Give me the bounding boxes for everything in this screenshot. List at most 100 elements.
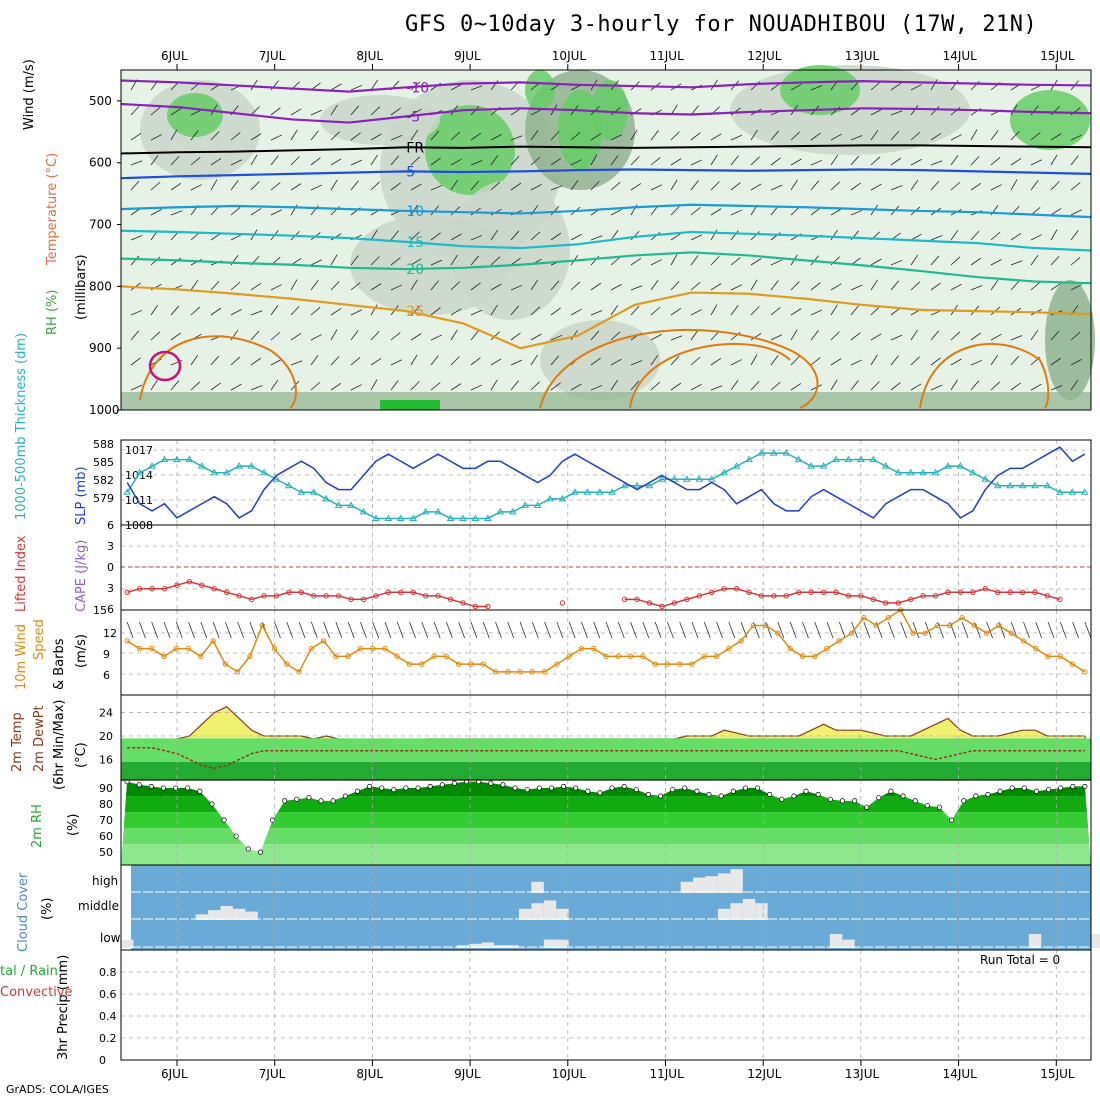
upper-wind-barb: [1010, 280, 1020, 291]
rh-point: [415, 785, 421, 791]
upper-wind-barb: [1030, 383, 1042, 391]
upper-wind-barb: [1030, 255, 1039, 266]
rh-point: [488, 780, 494, 786]
upper-wind-barb: [390, 380, 399, 391]
wind-speed-line-point: [320, 638, 327, 644]
rh-band-3: [121, 796, 1091, 813]
temp-contour: [120, 285, 1092, 350]
upper-wind-barb: [870, 109, 882, 116]
upper-wind-barb: [230, 159, 242, 166]
precip-tick-label: 0: [99, 1054, 106, 1067]
upper-wind-barb: [730, 230, 739, 241]
upper-wind-barb: [690, 384, 702, 391]
surface-rh-green: [380, 400, 440, 410]
side-label-precip-total: tal / Rain: [0, 964, 58, 979]
cloud-bar-high: [705, 876, 718, 893]
cloud-bar-middle: [730, 903, 743, 920]
rh-point: [852, 798, 858, 804]
upper-wind-barb: [710, 357, 722, 366]
side-label-slp: SLP (mb): [74, 466, 89, 525]
upper-wind-barb: [770, 280, 779, 291]
upper-frame: [120, 69, 1092, 411]
precip-tick-label: 0.4: [99, 1010, 117, 1023]
contour-label: FR: [406, 140, 424, 156]
upper-wind-barb: [150, 181, 161, 191]
wind-barb: [728, 621, 736, 639]
wind-barb: [888, 621, 895, 639]
rh-point: [742, 785, 748, 791]
upper-wind-barb: [970, 285, 983, 291]
date-label-top: 13JUL: [845, 49, 880, 63]
upper-wind-barb: [910, 329, 918, 341]
wind-speed-line-point: [222, 661, 229, 667]
upper-wind-barb: [750, 354, 758, 366]
upper-wind-barb: [1030, 180, 1039, 191]
upper-wind-barb: [1030, 159, 1042, 166]
upper-wind-barb: [970, 230, 980, 241]
y-tick-label: 700: [89, 218, 112, 232]
upper-wind-barb: [570, 131, 581, 141]
upper-wind-barb: [410, 333, 422, 341]
upper-wind-barb: [630, 285, 643, 291]
wind-barb: [814, 621, 822, 639]
wind-speed-line-point: [124, 638, 130, 644]
upper-wind-barb: [950, 283, 962, 291]
upper-wind-barb: [730, 209, 743, 216]
upper-wind-barb: [170, 155, 180, 166]
wind-barb: [1084, 621, 1092, 639]
upper-wind-barb: [970, 129, 978, 141]
rh-point: [403, 785, 409, 791]
upper-wind-barb: [710, 79, 718, 91]
upper-wind-barb: [410, 129, 419, 141]
upper-wind-barb: [410, 204, 418, 216]
upper-wind-barb: [310, 381, 321, 391]
cloud-bar-middle: [195, 914, 209, 920]
upper-wind-barb: [310, 306, 321, 316]
upper-wind-barb: [270, 379, 279, 391]
upper-wind-barb: [330, 179, 338, 191]
upper-wind-barb: [390, 134, 403, 141]
upper-wind-barb: [1070, 134, 1083, 141]
upper-wind-barb: [610, 379, 619, 391]
wind-speed-line-point: [1082, 669, 1088, 675]
upper-wind-barb: [170, 129, 178, 141]
side-label-cape: CAPE (J/kg): [74, 539, 89, 612]
upper-wind-barb: [330, 281, 340, 291]
upper-wind-barb: [750, 129, 758, 141]
upper-wind-barb: [690, 207, 701, 216]
upper-wind-barb: [730, 305, 739, 316]
upper-wind-barb: [1070, 182, 1081, 191]
upper-wind-barb: [990, 156, 1001, 166]
upper-wind-barb: [490, 134, 502, 141]
upper-wind-barb: [130, 330, 140, 341]
upper-wind-barb: [910, 105, 919, 116]
upper-wind-barb: [970, 257, 982, 266]
wind-barb: [139, 621, 146, 639]
upper-wind-barb: [510, 155, 520, 166]
upper-wind-barb: [450, 158, 462, 166]
upper-wind-barb: [610, 331, 621, 341]
upper-wind-barb: [690, 159, 703, 166]
upper-wind-barb: [950, 155, 959, 166]
upper-wind-barb: [370, 358, 382, 366]
slp-tick-label: 1017: [125, 444, 153, 457]
upper-wind-barb: [470, 255, 480, 266]
upper-wind-barb: [150, 106, 161, 116]
upper-wind-barb: [1050, 208, 1062, 216]
upper-wind-barb: [810, 357, 821, 366]
upper-wind-barb: [590, 235, 603, 241]
upper-wind-barb: [150, 155, 159, 166]
upper-wind-barb: [330, 382, 342, 391]
wind-barb: [212, 621, 220, 639]
upper-wind-barb: [150, 209, 162, 216]
cloud-bar-middle: [531, 903, 544, 920]
upper-wind-barb: [510, 257, 521, 266]
wind-barb: [507, 621, 515, 639]
upper-wind-barb: [930, 132, 942, 141]
upper-wind-barb: [530, 333, 542, 341]
cloud-bar-high: [680, 881, 694, 893]
side-label-barbs: & Barbs: [52, 638, 67, 690]
temp-contour: [120, 251, 1092, 285]
date-label-top: 14JUL: [943, 49, 978, 63]
upper-wind-barb: [370, 229, 378, 241]
